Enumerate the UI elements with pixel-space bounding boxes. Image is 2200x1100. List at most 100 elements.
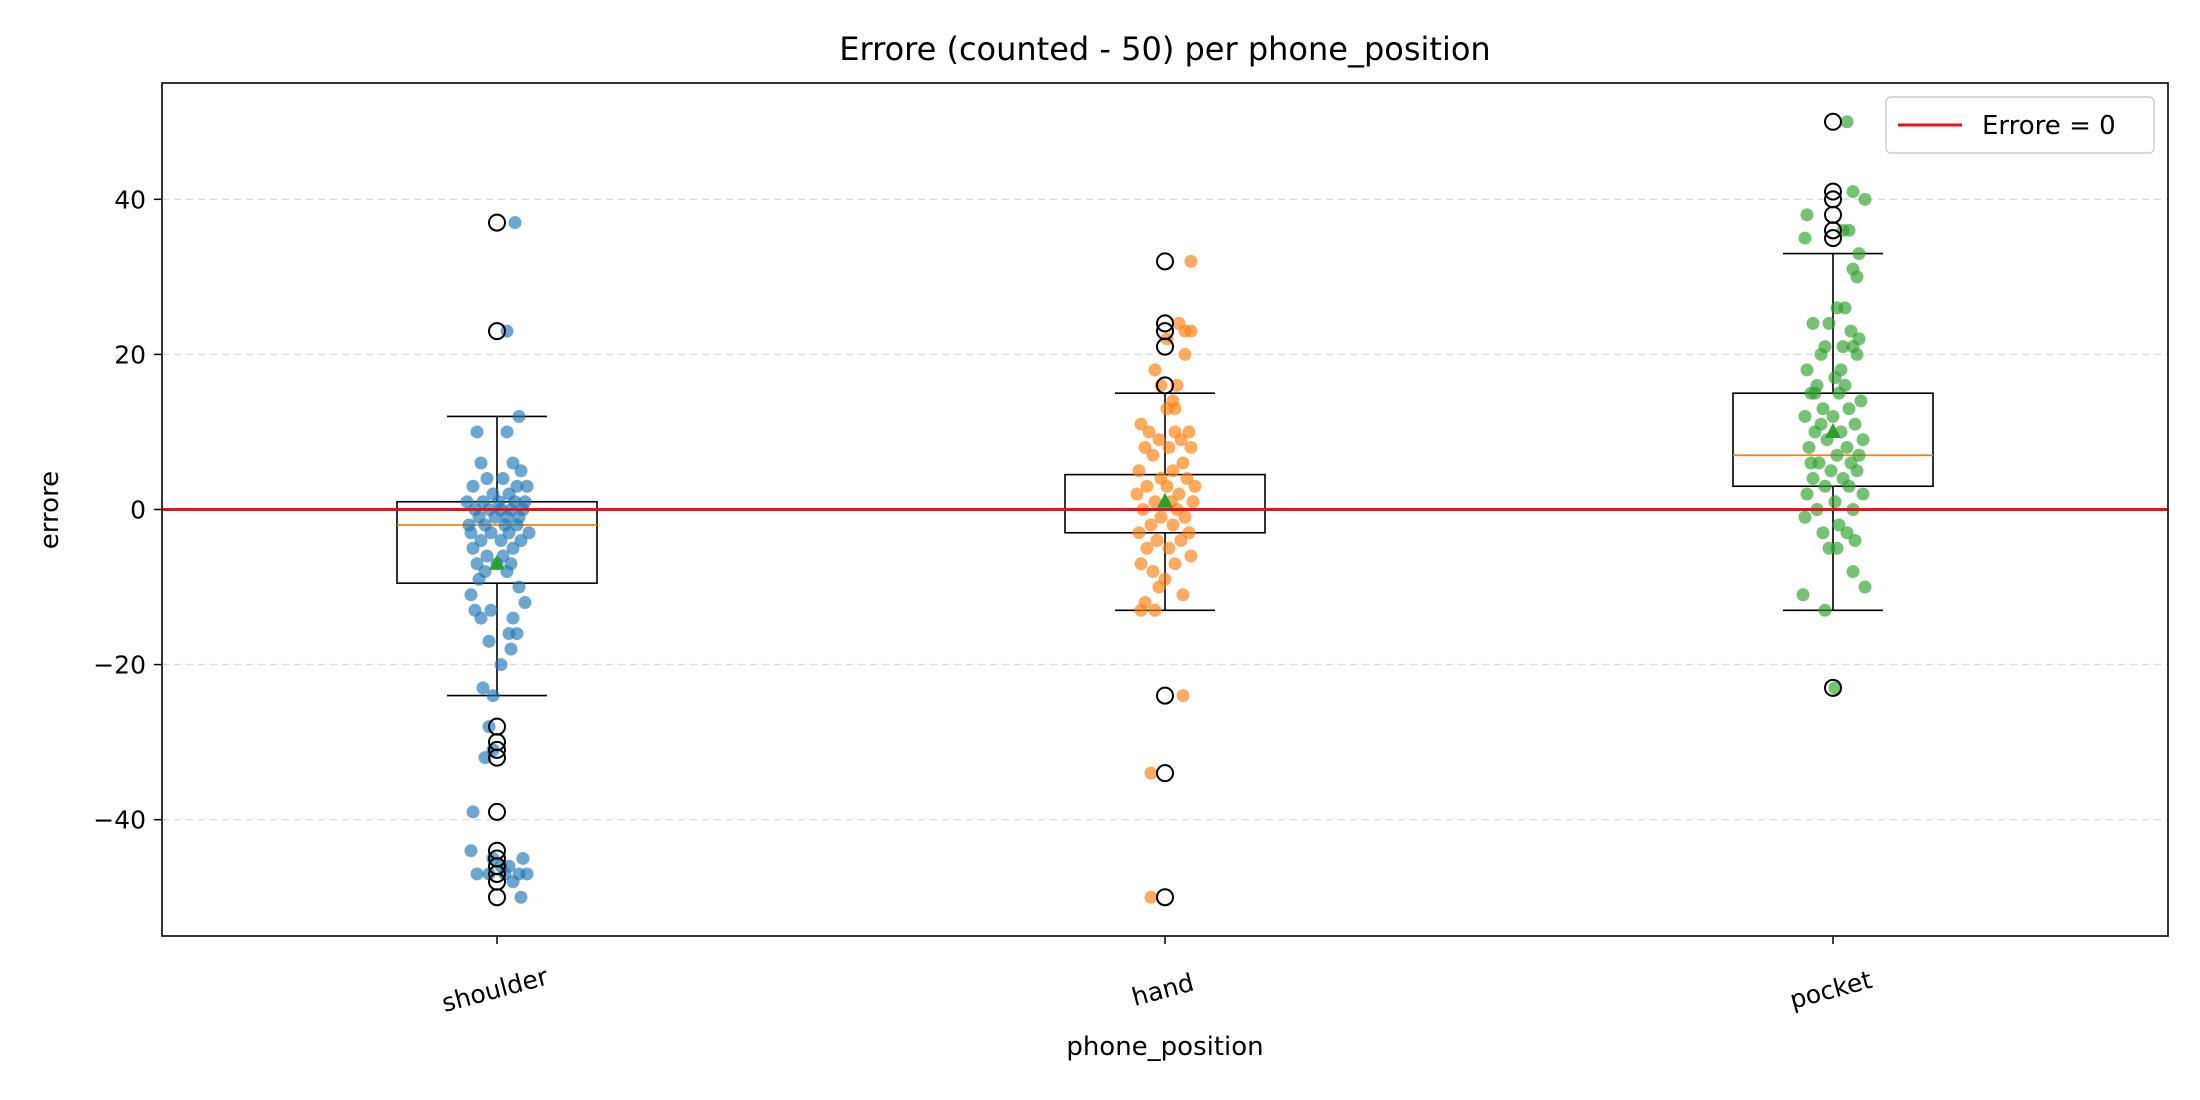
data-point xyxy=(478,751,492,765)
data-point xyxy=(1850,347,1864,361)
data-point xyxy=(1168,557,1182,571)
data-point xyxy=(1174,433,1188,447)
outlier-point xyxy=(1824,182,1842,201)
data-point xyxy=(466,541,480,555)
data-point xyxy=(496,471,510,485)
data-point xyxy=(1182,425,1196,439)
data-point xyxy=(506,456,520,470)
data-point xyxy=(1834,363,1848,377)
data-point xyxy=(464,526,478,540)
data-point xyxy=(1852,448,1866,462)
data-point xyxy=(1184,440,1198,454)
data-point xyxy=(520,479,534,493)
outlier-point xyxy=(1824,678,1842,697)
data-point xyxy=(1838,301,1852,315)
data-point xyxy=(1814,417,1828,431)
data-point xyxy=(520,867,534,881)
outlier-point xyxy=(1156,376,1174,395)
data-point xyxy=(1186,495,1200,509)
data-point xyxy=(1846,565,1860,579)
data-point xyxy=(1166,518,1180,532)
y-axis-label: errore xyxy=(35,471,65,549)
data-point xyxy=(472,572,486,586)
data-point xyxy=(1806,316,1820,330)
data-point xyxy=(506,541,520,555)
data-point xyxy=(488,510,502,524)
data-point xyxy=(1848,417,1862,431)
data-point xyxy=(476,681,490,695)
legend-box xyxy=(1885,96,2155,154)
data-point xyxy=(1840,526,1854,540)
data-point xyxy=(512,409,526,423)
data-point xyxy=(1184,324,1198,338)
data-point xyxy=(482,634,496,648)
data-point xyxy=(1134,603,1148,617)
data-point xyxy=(1140,541,1154,555)
data-point xyxy=(1816,526,1830,540)
data-point xyxy=(1148,363,1162,377)
data-point xyxy=(1800,208,1814,222)
data-point xyxy=(1802,440,1816,454)
data-point xyxy=(1830,448,1844,462)
data-point xyxy=(1818,479,1832,493)
data-point xyxy=(1134,557,1148,571)
data-point xyxy=(1184,549,1198,563)
data-point xyxy=(1850,464,1864,478)
x-tick-label: pocket xyxy=(1787,965,1876,1015)
data-point xyxy=(494,534,508,548)
data-point xyxy=(506,611,520,625)
outlier-point xyxy=(488,888,506,907)
data-point xyxy=(1144,518,1158,532)
mean-marker xyxy=(489,554,505,570)
data-point xyxy=(500,425,514,439)
outlier-point xyxy=(488,802,506,821)
data-point xyxy=(1848,534,1862,548)
legend-label: Errore = 0 xyxy=(1982,111,2116,141)
data-point xyxy=(1798,409,1812,423)
x-tick-label: shoulder xyxy=(439,962,552,1018)
data-point xyxy=(514,890,528,904)
data-point xyxy=(1176,588,1190,602)
data-point xyxy=(1832,518,1846,532)
outlier-point xyxy=(1156,314,1174,333)
x-axis: shoulder hand pocket xyxy=(439,936,1876,1018)
data-point xyxy=(1832,386,1846,400)
data-point xyxy=(1132,464,1146,478)
box-group-pocket xyxy=(1732,112,1934,697)
data-point xyxy=(1842,402,1856,416)
data-point xyxy=(1162,541,1176,555)
data-point xyxy=(466,479,480,493)
data-point xyxy=(1152,580,1166,594)
data-point xyxy=(1840,115,1854,129)
data-point xyxy=(1858,580,1872,594)
data-point xyxy=(480,471,494,485)
data-point xyxy=(480,549,494,563)
data-point xyxy=(516,851,530,865)
outlier-point xyxy=(1156,252,1174,271)
outlier-point xyxy=(488,322,506,341)
data-point xyxy=(1160,479,1174,493)
data-point xyxy=(1822,316,1836,330)
data-point xyxy=(514,464,528,478)
data-point xyxy=(1796,588,1810,602)
outlier-point xyxy=(1156,888,1174,907)
data-point xyxy=(1814,347,1828,361)
data-point xyxy=(1828,495,1842,509)
data-point xyxy=(1842,479,1856,493)
data-point xyxy=(1166,394,1180,408)
data-point xyxy=(1144,766,1158,780)
outlier-point xyxy=(488,740,506,759)
data-point xyxy=(506,875,520,889)
data-point xyxy=(510,479,524,493)
data-point xyxy=(518,596,532,610)
data-point xyxy=(1800,363,1814,377)
data-point xyxy=(1824,464,1838,478)
data-point xyxy=(1828,681,1842,695)
data-point xyxy=(470,557,484,571)
data-point xyxy=(502,859,516,873)
data-point xyxy=(514,534,528,548)
data-point xyxy=(460,495,474,509)
data-point xyxy=(470,425,484,439)
y-tick-label: −40 xyxy=(93,806,146,835)
data-point xyxy=(1180,471,1194,485)
